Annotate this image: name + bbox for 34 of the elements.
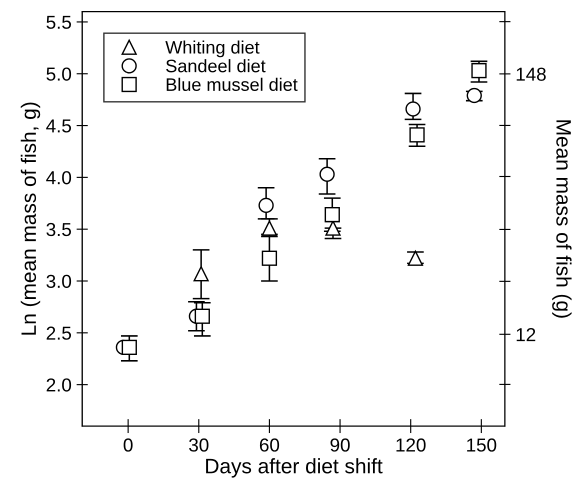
point (258, 198, 274, 213)
y-tick-label: 4.0 (46, 171, 72, 184)
y2-tick-label: 12 (516, 328, 536, 342)
x-tick-label: 60 (260, 438, 280, 452)
point (122, 340, 137, 355)
point (193, 266, 209, 282)
y-tick-label: 2.0 (46, 378, 72, 392)
point (409, 127, 425, 143)
x-tick-label: 90 (330, 438, 350, 452)
x-tick-label: 30 (189, 438, 208, 452)
x-axis-title: Days after diet shift (206, 458, 383, 478)
point (324, 207, 340, 222)
y2-axis-title: Mean mass of fish (g) (552, 120, 572, 318)
legend-label: Blue mussel diet (166, 78, 298, 91)
y-tick-label: 5.0 (46, 67, 72, 81)
y2-tick-label: 148 (516, 68, 546, 81)
y-tick-label: 2.5 (46, 326, 72, 340)
point (466, 88, 482, 104)
point (405, 101, 421, 117)
point (194, 308, 210, 324)
point (262, 250, 278, 266)
point (319, 166, 335, 182)
x-tick-label: 120 (396, 438, 426, 452)
y-tick-label: 3.0 (46, 274, 72, 288)
point (325, 220, 341, 236)
legend-label: Sandeel diet (166, 59, 266, 72)
legend-label: Whiting diet (165, 40, 260, 58)
y-tick-label: 3.5 (46, 222, 72, 236)
y-axis-title: Ln (mean mass of fish, g) (20, 102, 40, 335)
x-tick-label: 0 (124, 438, 133, 452)
x-tick-label: 150 (467, 438, 496, 452)
point (471, 63, 487, 78)
y-tick-label: 5.5 (46, 16, 72, 29)
y-tick-label: 4.5 (46, 119, 72, 133)
